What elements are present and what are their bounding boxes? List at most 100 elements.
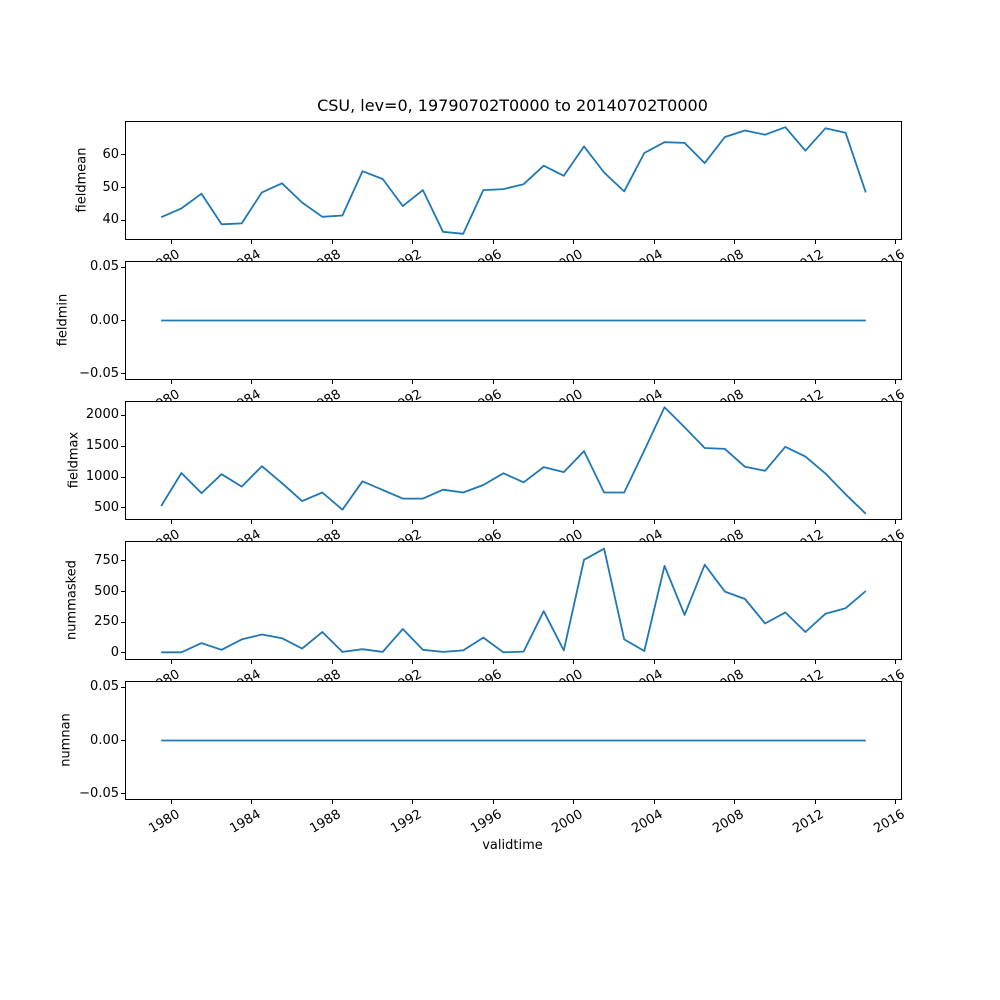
- fieldmin-line-chart: [161, 319, 866, 322]
- y-tick-label: 50: [102, 179, 119, 195]
- x-tick-mark: [814, 520, 816, 524]
- numnan-line-chart: [161, 739, 866, 742]
- x-axis-label: validtime: [482, 838, 543, 853]
- x-tick-mark: [412, 660, 414, 664]
- x-tick-mark: [251, 380, 253, 384]
- x-tick-mark: [734, 660, 736, 664]
- x-tick-mark: [734, 380, 736, 384]
- x-tick-mark: [734, 240, 736, 244]
- y-tick-mark: [121, 740, 125, 741]
- x-tick-mark: [331, 380, 333, 384]
- y-tick-mark: [121, 219, 125, 221]
- x-tick-mark: [734, 800, 736, 804]
- x-tick-label: 2004: [629, 807, 666, 837]
- x-tick-mark: [492, 660, 494, 664]
- chart-title: CSU, lev=0, 19790702T0000 to 20140702T00…: [317, 96, 708, 115]
- x-tick-mark: [492, 240, 494, 244]
- y-tick-label: 250: [94, 614, 119, 630]
- x-tick-label: 2012: [790, 807, 827, 837]
- y-tick-label: 0: [110, 644, 119, 660]
- x-tick-mark: [895, 520, 897, 524]
- x-tick-mark: [573, 240, 575, 244]
- x-tick-mark: [331, 660, 333, 664]
- y-tick-mark: [121, 686, 125, 688]
- y-tick-mark: [121, 445, 125, 447]
- y-tick-label: 750: [94, 552, 119, 568]
- x-tick-label: 2016: [871, 807, 908, 837]
- x-tick-mark: [331, 240, 333, 244]
- y-tick-mark: [121, 154, 125, 156]
- nummasked-line-chart: [161, 547, 867, 654]
- x-tick-mark: [170, 520, 172, 524]
- x-tick-mark: [573, 380, 575, 384]
- x-tick-mark: [331, 520, 333, 524]
- x-tick-mark: [170, 800, 172, 804]
- subplot-numnan: numnan −0.05 0.00 0.05 1980 1984 1988 1992 1996…: [59, 679, 908, 836]
- x-tick-mark: [412, 380, 414, 384]
- x-tick-mark: [412, 520, 414, 524]
- x-tick-mark: [814, 800, 816, 804]
- y-tick-mark: [121, 476, 125, 478]
- y-tick-mark: [121, 652, 125, 654]
- subplot-fieldmean: fieldmean 405060198019841988199219962000…: [75, 121, 907, 277]
- x-tick-mark: [573, 660, 575, 664]
- y-tick-mark: [121, 187, 125, 188]
- x-tick-mark: [170, 380, 172, 384]
- x-tick-label: 1988: [307, 807, 344, 837]
- x-tick-mark: [251, 660, 253, 664]
- y-tick-label: 2000: [85, 407, 119, 423]
- fieldmax-line-chart: [160, 406, 867, 515]
- y-tick-label: −0.05: [79, 785, 119, 801]
- y-tick-mark: [121, 560, 125, 562]
- x-tick-label: 2008: [710, 807, 747, 837]
- x-tick-label: 2000: [549, 807, 586, 837]
- y-tick-label: 0.05: [90, 259, 119, 275]
- y-tick-mark: [121, 266, 125, 268]
- x-tick-label: 1996: [468, 807, 505, 837]
- x-tick-mark: [331, 800, 333, 804]
- fieldmax-line: [160, 406, 867, 515]
- fieldmean-line: [160, 126, 867, 235]
- x-tick-mark: [492, 520, 494, 524]
- y-tick-label: 500: [94, 499, 119, 515]
- y-tick-mark: [121, 320, 125, 321]
- x-tick-mark: [412, 800, 414, 804]
- x-tick-mark: [814, 240, 816, 244]
- subplot-fieldmax: fieldmax 5001000150020001980198419881992…: [67, 401, 907, 557]
- x-tick-mark: [653, 380, 655, 384]
- x-tick-mark: [734, 520, 736, 524]
- x-tick-mark: [895, 800, 897, 804]
- x-tick-mark: [895, 660, 897, 664]
- x-tick-mark: [814, 660, 816, 664]
- y-tick-label: 40: [102, 212, 119, 228]
- y-tick-mark: [121, 621, 125, 623]
- x-tick-label: 1992: [388, 807, 425, 837]
- y-tick-mark: [121, 373, 125, 375]
- y-tick-label: 1500: [85, 438, 119, 454]
- x-tick-mark: [895, 240, 897, 244]
- y-tick-label: 500: [94, 583, 119, 599]
- y-tick-mark: [121, 793, 125, 795]
- fieldmean-line-chart: [160, 126, 867, 235]
- x-tick-mark: [492, 380, 494, 384]
- x-tick-label: 1980: [146, 807, 183, 837]
- subplot-fieldmin: fieldmin −0.050.000.05198019841988199219…: [56, 259, 908, 416]
- x-tick-label: 1984: [227, 807, 264, 837]
- x-tick-mark: [170, 240, 172, 244]
- x-tick-mark: [251, 520, 253, 524]
- y-tick-label: 0.00: [90, 312, 119, 328]
- y-tick-label: 60: [102, 146, 119, 162]
- x-tick-mark: [573, 800, 575, 804]
- y-tick-label: 1000: [85, 469, 119, 485]
- x-tick-mark: [653, 240, 655, 244]
- x-tick-mark: [412, 240, 414, 244]
- x-tick-mark: [492, 800, 494, 804]
- y-tick-label: 0.05: [90, 679, 119, 695]
- y-tick-label: −0.05: [79, 365, 119, 381]
- x-tick-mark: [251, 800, 253, 804]
- y-tick-mark: [121, 414, 125, 416]
- x-tick-mark: [895, 380, 897, 384]
- x-tick-mark: [653, 660, 655, 664]
- subplot-nummasked: nummasked 025050075019801984198819921996…: [65, 541, 907, 697]
- y-tick-mark: [121, 591, 125, 593]
